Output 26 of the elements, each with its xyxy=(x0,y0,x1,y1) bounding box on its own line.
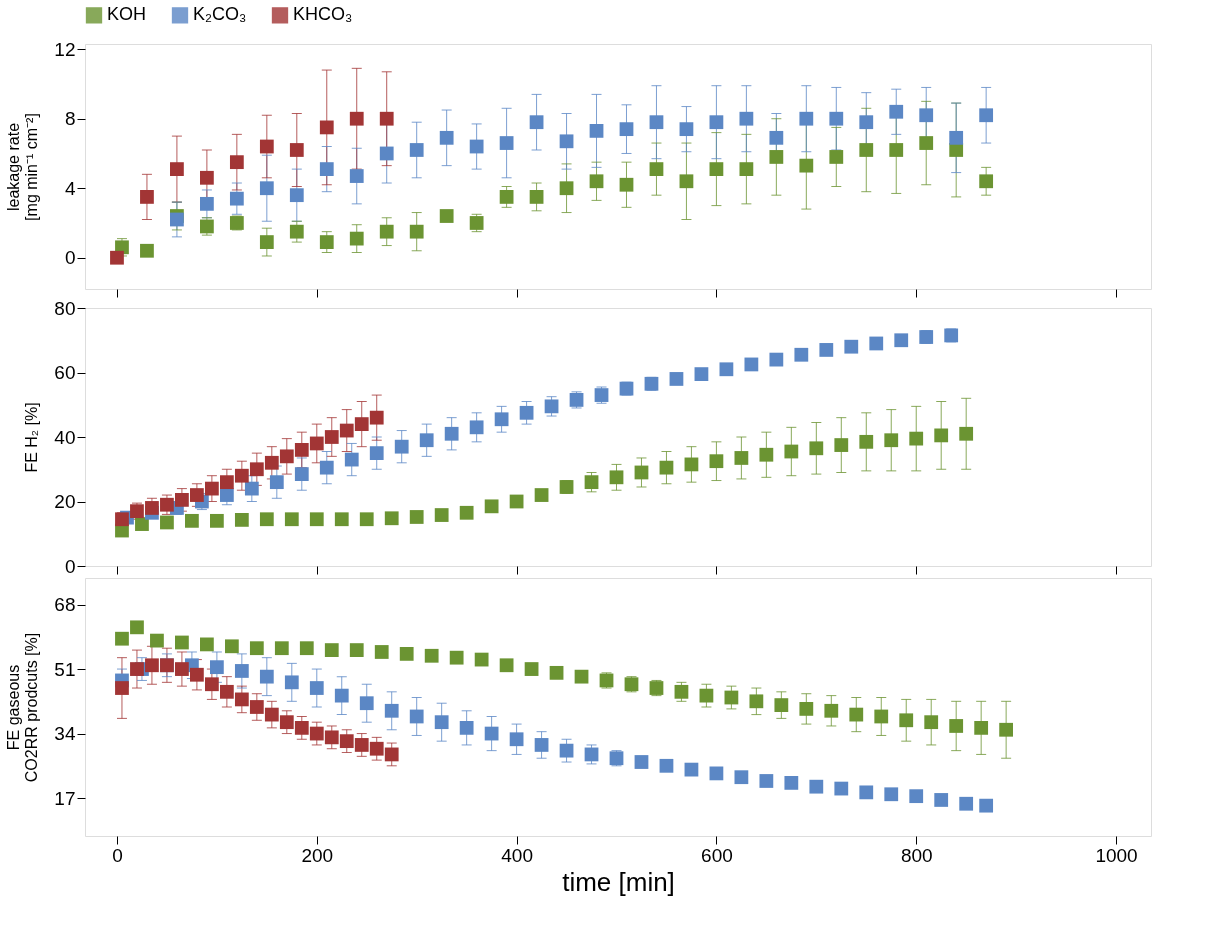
x-tick-label: 800 xyxy=(900,844,933,866)
y-tick-label: 40 xyxy=(54,426,76,448)
legend-label: KHCO₃ xyxy=(293,4,353,25)
x-axis-title: time [min] xyxy=(562,866,675,897)
y-tick-label: 51 xyxy=(54,658,76,680)
y-tick-label: 8 xyxy=(64,108,76,130)
x-tick-label: 600 xyxy=(701,844,733,866)
y-tick-label: 80 xyxy=(54,297,76,319)
legend-label: K₂CO₃ xyxy=(193,4,247,25)
x-tick-label: 1000 xyxy=(1095,844,1138,866)
y-tick-label: 0 xyxy=(64,555,76,577)
y-tick-label: 17 xyxy=(54,787,76,809)
y-axis-title: FE gaseous CO2RR prodcuts [%] xyxy=(5,632,41,783)
x-tick-label: 200 xyxy=(301,844,334,866)
y-tick-label: 34 xyxy=(54,723,76,745)
y-tick-label: 68 xyxy=(54,594,76,616)
y-tick-label: 60 xyxy=(54,362,76,383)
x-tick-label: 0 xyxy=(112,844,123,866)
y-axis-title: leakage rate [mg min⁻¹ cm⁻²] xyxy=(5,113,41,221)
y-axis-title: FE H₂ [%] xyxy=(23,402,41,473)
legend-label: KOH xyxy=(107,4,147,25)
y-tick-label: 0 xyxy=(64,247,76,269)
y-tick-label: 20 xyxy=(54,491,76,512)
y-tick-label: 12 xyxy=(54,38,76,60)
y-tick-label: 4 xyxy=(64,177,76,199)
x-tick-label: 400 xyxy=(501,844,533,866)
